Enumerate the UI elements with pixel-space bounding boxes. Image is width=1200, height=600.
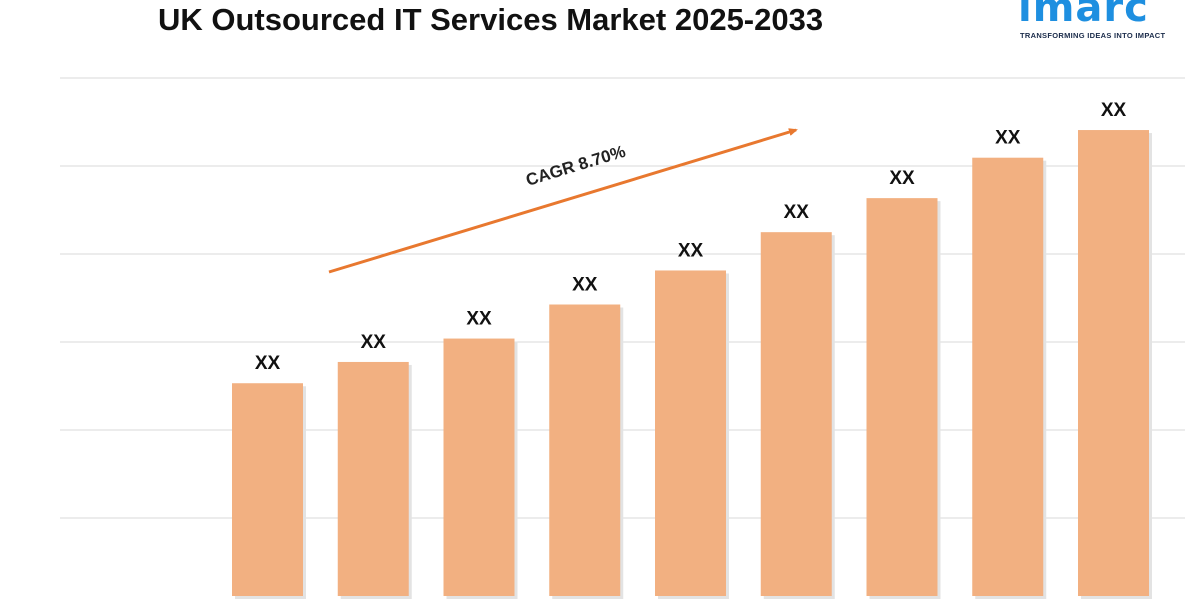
bar-data-label: XX <box>572 275 598 296</box>
bar-data-label: XX <box>995 128 1021 149</box>
bar-data-label: XX <box>466 309 492 330</box>
logo-tagline: TRANSFORMING IDEAS INTO IMPACT <box>1020 31 1166 40</box>
bar-data-label: XX <box>678 240 704 261</box>
bar <box>1078 130 1149 597</box>
bar <box>443 338 515 596</box>
bar-data-label: XX <box>255 353 281 374</box>
imarc-logo: imarc TRANSFORMING IDEAS INTO IMPACT <box>1012 0 1184 46</box>
cagr-annotation: CAGR 8.70% <box>328 128 798 274</box>
bar <box>549 304 621 596</box>
bars <box>232 130 1152 600</box>
logo-wordmark: imarc <box>1018 0 1149 31</box>
bar <box>866 198 938 596</box>
bar <box>232 383 303 596</box>
bar-data-label: XX <box>361 332 387 353</box>
bar-data-label: XX <box>1101 100 1127 121</box>
chart-title: UK Outsourced IT Services Market 2025-20… <box>158 2 824 37</box>
bar <box>972 157 1044 596</box>
bar <box>760 232 832 596</box>
cagr-arrow <box>328 128 798 274</box>
bar <box>655 270 726 596</box>
bar <box>337 361 409 596</box>
bar-data-label: XX <box>889 168 915 189</box>
bar-data-label: XX <box>784 202 810 223</box>
data-labels: XX XX XX XX XX XX XX XX XX <box>255 100 1127 374</box>
